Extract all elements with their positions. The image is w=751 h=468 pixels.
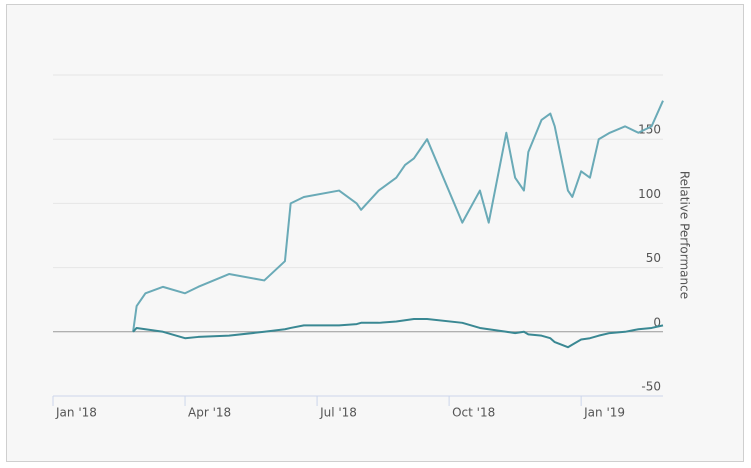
x-tick-label: Jul '18 — [319, 406, 357, 420]
y-tick-label: 0 — [653, 315, 661, 329]
series-line — [132, 317, 664, 349]
y-axis-label: Relative Performance — [678, 171, 692, 299]
y-tick-label: 100 — [638, 187, 661, 201]
series-line — [132, 100, 664, 332]
x-tick-label: Jan '18 — [55, 406, 97, 420]
x-tick-label: Oct '18 — [452, 406, 495, 420]
x-tick-label: Apr '18 — [188, 406, 231, 420]
y-tick-label: 150 — [638, 123, 661, 137]
y-tick-label: 50 — [646, 251, 661, 265]
y-tick-label: -50 — [641, 380, 661, 394]
x-tick-label: Jan '19 — [583, 406, 625, 420]
chart-frame — [6, 4, 744, 462]
